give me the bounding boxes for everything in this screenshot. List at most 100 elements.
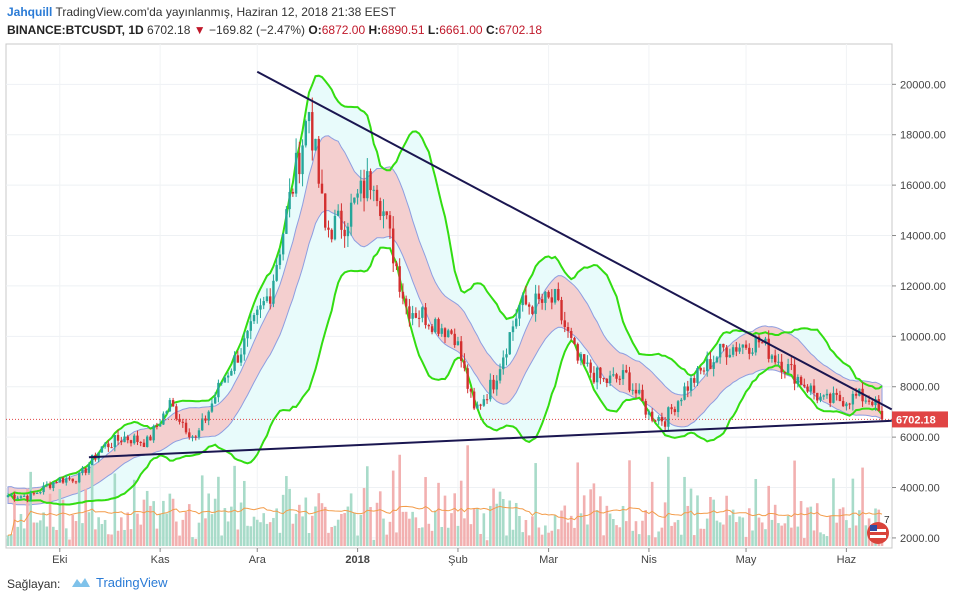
volume-bar [162,500,165,546]
volume-bar [168,493,172,546]
candle-body [615,374,618,379]
volume-bar [29,471,32,546]
flag-badge[interactable]: 7 [867,515,890,544]
candle-body [13,494,16,499]
trendlines[interactable] [88,70,893,459]
candle-body [767,338,770,359]
candle-body [379,201,382,217]
volume-bar [864,525,868,546]
candle-body [466,368,469,389]
volume-bar [621,505,625,546]
volume-bar [731,509,735,546]
candle-body [265,296,269,302]
volume-bar [495,503,499,546]
candle-body [845,403,848,407]
candle-body [149,436,152,441]
volume-bar [790,527,793,546]
candle-body [81,468,84,474]
volume-bar [637,534,641,546]
candle-body [660,417,664,422]
candle-body [74,481,78,483]
candle-body [550,297,554,303]
candle-body [628,372,631,391]
volume-bar [563,505,567,546]
candle-body [563,320,566,328]
candle-body [663,421,667,427]
candle-body [764,338,767,344]
x-tick-label: Nis [641,554,657,566]
candle-body [741,344,745,348]
volume-bar [838,508,842,546]
volume-bar [52,526,55,546]
volume-bar [408,518,411,546]
volume-bar [760,522,764,546]
volume-bar [369,507,372,546]
volume-bar [94,529,97,546]
candle-body [343,229,346,237]
volume-bar [336,519,340,546]
volume-bar [113,473,117,546]
candle-body [570,330,573,338]
volume-bar [184,512,188,546]
tradingview-logo[interactable]: TradingView [70,575,168,590]
volume-bar [158,513,162,546]
volume-bar [443,495,447,546]
candle-body [427,325,431,327]
candle-body [476,404,479,409]
candle-body [48,484,52,489]
volume-bar [255,519,259,546]
volume-bar [132,479,136,546]
candle-body [748,347,751,354]
volume-bar [32,522,36,546]
candle-body [472,391,476,409]
candle-body [366,171,369,199]
volume-bar [427,523,431,546]
price-chart[interactable]: 2000.00 4000.00 6000.00 8000.00 10000.00 1200… [0,40,958,568]
volume-bar [673,522,677,546]
volume-bar [107,534,110,546]
candle-body [582,354,586,364]
candle-body [680,399,683,402]
candle-body [369,171,372,191]
volume-bar [777,523,780,546]
candle-body [706,359,709,372]
candle-body [252,315,256,322]
volume-bar [353,512,356,546]
candle-body [421,307,424,318]
candle-body [806,386,809,392]
volume-bar [641,520,644,546]
price-axis[interactable]: 2000.00 4000.00 6000.00 8000.00 10000.00 1200… [892,79,946,545]
candle-body [294,152,298,194]
candle-body [385,211,388,216]
volume-bar [747,508,751,546]
candle-body [133,435,136,444]
candle-body [307,112,311,122]
candle-body [544,291,547,303]
candle-body [447,330,450,338]
candle-body [100,446,104,453]
candle-body [709,359,712,369]
volume-bar [84,489,87,546]
candle-body [401,291,405,299]
author-name[interactable]: Jahquill [7,5,53,19]
candle-body [42,485,45,493]
volume-bar [433,510,437,546]
candle-body [735,347,738,352]
volume-bar [579,513,583,546]
candle-body [39,492,42,494]
candle-body [71,478,74,482]
candle-body [592,372,596,383]
candle-body [871,401,874,406]
volume-bar [187,504,191,546]
x-tick-label: Haz [837,554,857,566]
badge-count: 7 [884,515,890,526]
volume-bar [851,478,855,546]
candle-body [647,411,651,415]
volume-bar [48,493,52,546]
volume-bar [340,513,343,546]
time-axis[interactable]: Eki Kas Ara 2018 Şub Mar Nis May Haz [52,548,856,566]
candle-body [291,191,295,194]
volume-bar [437,482,440,546]
symbol-label[interactable]: BINANCE:BTCUSDT, 1D [7,23,144,37]
volume-bar [197,522,201,546]
